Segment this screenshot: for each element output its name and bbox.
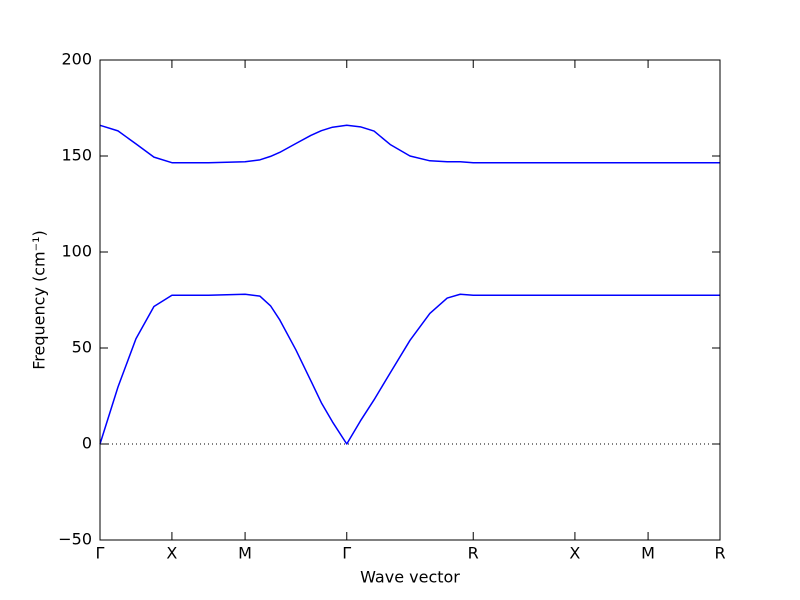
plot-frame — [99, 59, 721, 541]
y-tick-label: 50 — [72, 338, 92, 357]
x-tick-label: M — [238, 544, 252, 563]
x-tick-label: M — [641, 544, 655, 563]
series-line — [99, 124, 720, 164]
y-tick-label: 100 — [61, 242, 92, 261]
y-tick-label: 150 — [61, 146, 92, 165]
x-tick-label: X — [569, 544, 580, 563]
y-tick-label: 200 — [61, 50, 92, 69]
y-tick-label: 0 — [82, 434, 92, 453]
x-tick-label: Γ — [96, 544, 105, 563]
y-tick-label: −50 — [58, 530, 92, 549]
x-tick-label: R — [714, 544, 725, 563]
y-axis-label: Frequency (cm⁻¹) — [30, 230, 49, 369]
series-line — [99, 293, 720, 445]
x-tick-label: R — [468, 544, 479, 563]
x-axis-label: Wave vector — [360, 568, 460, 587]
x-tick-label: Γ — [342, 544, 351, 563]
x-tick-label: X — [166, 544, 177, 563]
